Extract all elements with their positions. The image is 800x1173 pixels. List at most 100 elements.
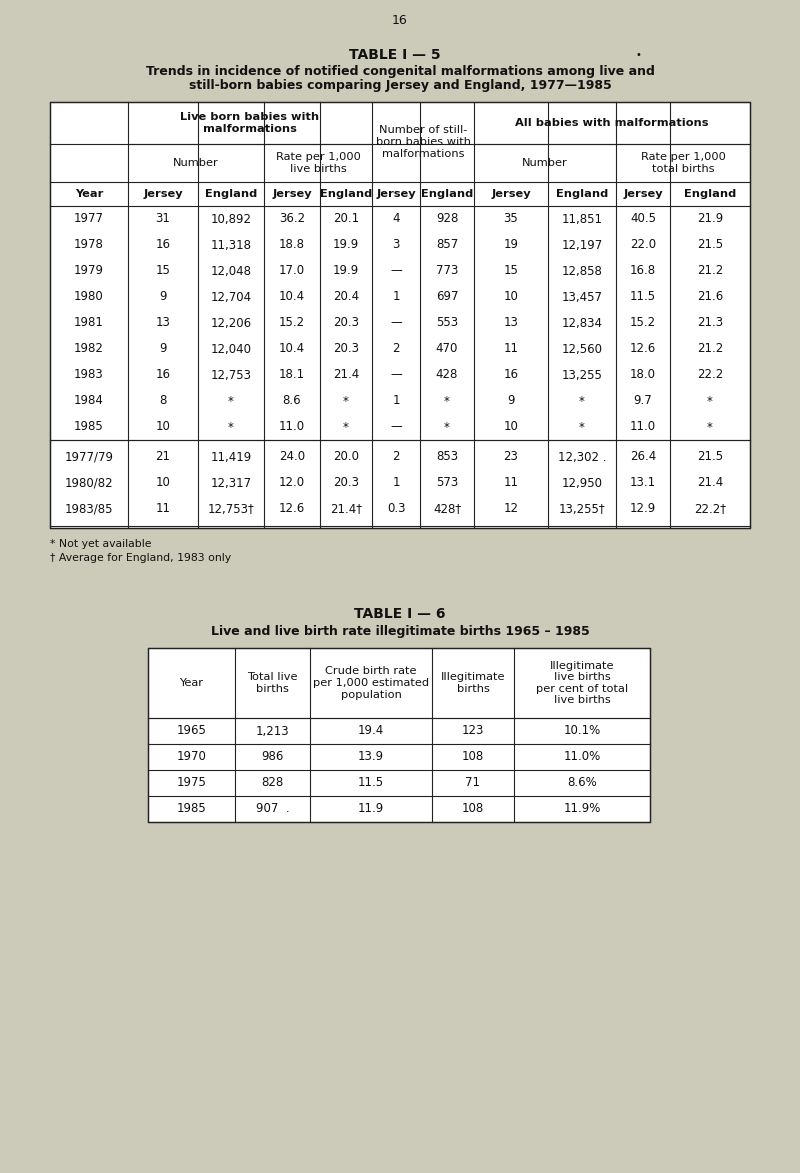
Text: 1983/85: 1983/85 bbox=[65, 502, 114, 515]
Text: 10: 10 bbox=[155, 420, 170, 434]
Text: 11: 11 bbox=[155, 502, 170, 515]
Text: 11,851: 11,851 bbox=[562, 212, 602, 225]
Text: 10: 10 bbox=[503, 291, 518, 304]
Text: 12,302 .: 12,302 . bbox=[558, 450, 606, 463]
Text: 16: 16 bbox=[155, 238, 170, 251]
Text: 21.2: 21.2 bbox=[697, 264, 723, 278]
Text: 108: 108 bbox=[462, 802, 484, 815]
Text: —: — bbox=[390, 420, 402, 434]
Text: 1,213: 1,213 bbox=[256, 725, 290, 738]
Text: Number: Number bbox=[173, 158, 219, 168]
Text: 12,197: 12,197 bbox=[562, 238, 602, 251]
Text: 1970: 1970 bbox=[177, 751, 206, 764]
Text: Year: Year bbox=[179, 678, 203, 689]
Text: Number: Number bbox=[522, 158, 568, 168]
Text: 22.2: 22.2 bbox=[697, 368, 723, 381]
Text: 1975: 1975 bbox=[177, 777, 206, 789]
Text: 857: 857 bbox=[436, 238, 458, 251]
Text: 1980/82: 1980/82 bbox=[65, 476, 114, 489]
Text: 18.1: 18.1 bbox=[279, 368, 305, 381]
Text: Year: Year bbox=[75, 189, 103, 199]
Text: 12,753†: 12,753† bbox=[208, 502, 254, 515]
Text: 13,457: 13,457 bbox=[562, 291, 602, 304]
Text: 21.4: 21.4 bbox=[333, 368, 359, 381]
Text: 8.6%: 8.6% bbox=[567, 777, 597, 789]
Text: 553: 553 bbox=[436, 317, 458, 330]
Text: 31: 31 bbox=[155, 212, 170, 225]
Text: 24.0: 24.0 bbox=[279, 450, 305, 463]
Text: 11,419: 11,419 bbox=[210, 450, 252, 463]
Text: England: England bbox=[556, 189, 608, 199]
Text: All babies with malformations: All babies with malformations bbox=[515, 118, 709, 128]
Text: Illegitimate
births: Illegitimate births bbox=[441, 672, 506, 693]
Text: *: * bbox=[579, 394, 585, 407]
Text: 11: 11 bbox=[503, 476, 518, 489]
Text: *: * bbox=[579, 420, 585, 434]
Text: 2: 2 bbox=[392, 450, 400, 463]
Text: 12,858: 12,858 bbox=[562, 264, 602, 278]
Text: 8: 8 bbox=[159, 394, 166, 407]
Text: 11.9: 11.9 bbox=[358, 802, 384, 815]
Text: 18.8: 18.8 bbox=[279, 238, 305, 251]
Text: 1984: 1984 bbox=[74, 394, 104, 407]
Text: 15: 15 bbox=[155, 264, 170, 278]
Text: 2: 2 bbox=[392, 343, 400, 355]
Text: 12,560: 12,560 bbox=[562, 343, 602, 355]
Text: 697: 697 bbox=[436, 291, 458, 304]
Text: 11.0: 11.0 bbox=[279, 420, 305, 434]
Text: * Not yet available: * Not yet available bbox=[50, 540, 151, 549]
Text: 20.3: 20.3 bbox=[333, 317, 359, 330]
Text: 15: 15 bbox=[503, 264, 518, 278]
Text: England: England bbox=[205, 189, 257, 199]
Text: 20.0: 20.0 bbox=[333, 450, 359, 463]
Text: 12.6: 12.6 bbox=[279, 502, 305, 515]
Text: 19: 19 bbox=[503, 238, 518, 251]
Text: 21.3: 21.3 bbox=[697, 317, 723, 330]
Text: Live and live birth rate illegitimate births 1965 – 1985: Live and live birth rate illegitimate bi… bbox=[210, 624, 590, 637]
Bar bbox=[148, 647, 650, 822]
Text: 12,040: 12,040 bbox=[210, 343, 251, 355]
Text: still-born babies comparing Jersey and England, 1977—1985: still-born babies comparing Jersey and E… bbox=[189, 79, 611, 91]
Text: 13,255†: 13,255† bbox=[558, 502, 606, 515]
Text: 12: 12 bbox=[503, 502, 518, 515]
Text: 10.4: 10.4 bbox=[279, 291, 305, 304]
Text: 573: 573 bbox=[436, 476, 458, 489]
Text: 1981: 1981 bbox=[74, 317, 104, 330]
Text: *: * bbox=[343, 420, 349, 434]
Text: Illegitimate
live births
per cent of total
live births: Illegitimate live births per cent of tot… bbox=[536, 660, 628, 705]
Text: 9: 9 bbox=[507, 394, 514, 407]
Text: Crude birth rate
per 1,000 estimated
population: Crude birth rate per 1,000 estimated pop… bbox=[313, 666, 429, 699]
Text: 12,950: 12,950 bbox=[562, 476, 602, 489]
Text: 1977: 1977 bbox=[74, 212, 104, 225]
Text: 18.0: 18.0 bbox=[630, 368, 656, 381]
Text: *: * bbox=[707, 420, 713, 434]
Text: Jersey: Jersey bbox=[623, 189, 663, 199]
Text: England: England bbox=[320, 189, 372, 199]
Text: 13.1: 13.1 bbox=[630, 476, 656, 489]
Text: 13: 13 bbox=[155, 317, 170, 330]
Text: Total live
births: Total live births bbox=[247, 672, 298, 693]
Text: 17.0: 17.0 bbox=[279, 264, 305, 278]
Text: 19.9: 19.9 bbox=[333, 238, 359, 251]
Text: 1965: 1965 bbox=[177, 725, 206, 738]
Text: England: England bbox=[421, 189, 473, 199]
Text: 1: 1 bbox=[392, 394, 400, 407]
Text: 16: 16 bbox=[155, 368, 170, 381]
Text: 10: 10 bbox=[155, 476, 170, 489]
Text: England: England bbox=[684, 189, 736, 199]
Text: 108: 108 bbox=[462, 751, 484, 764]
Text: 8.6: 8.6 bbox=[282, 394, 302, 407]
Text: 12,317: 12,317 bbox=[210, 476, 251, 489]
Text: •: • bbox=[635, 50, 641, 60]
Text: 40.5: 40.5 bbox=[630, 212, 656, 225]
Text: Jersey: Jersey bbox=[143, 189, 183, 199]
Text: 928: 928 bbox=[436, 212, 458, 225]
Text: —: — bbox=[390, 368, 402, 381]
Text: 20.1: 20.1 bbox=[333, 212, 359, 225]
Text: 10.4: 10.4 bbox=[279, 343, 305, 355]
Text: Rate per 1,000
total births: Rate per 1,000 total births bbox=[641, 152, 726, 174]
Text: 853: 853 bbox=[436, 450, 458, 463]
Text: 71: 71 bbox=[466, 777, 481, 789]
Text: *: * bbox=[444, 394, 450, 407]
Text: 23: 23 bbox=[503, 450, 518, 463]
